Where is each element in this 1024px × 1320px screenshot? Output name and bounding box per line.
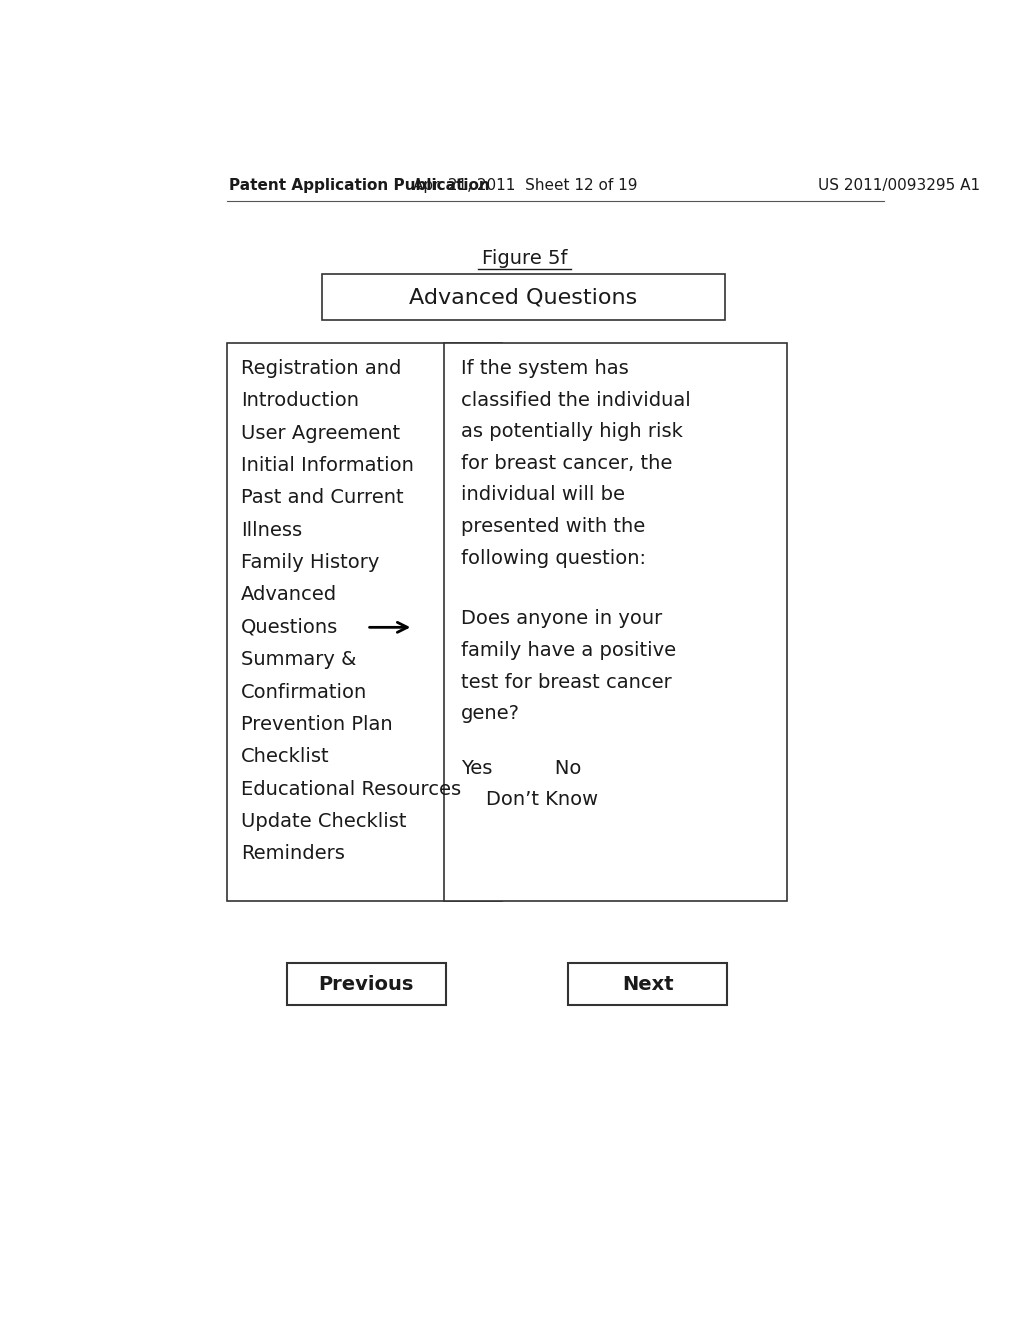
FancyBboxPatch shape bbox=[322, 275, 725, 321]
Text: Advanced Questions: Advanced Questions bbox=[410, 286, 637, 308]
Text: Summary &: Summary & bbox=[241, 651, 356, 669]
Text: US 2011/0093295 A1: US 2011/0093295 A1 bbox=[818, 178, 980, 193]
Text: Educational Resources: Educational Resources bbox=[241, 780, 461, 799]
Text: Does anyone in your: Does anyone in your bbox=[461, 610, 663, 628]
Text: Registration and: Registration and bbox=[241, 359, 401, 378]
Text: Figure 5f: Figure 5f bbox=[482, 249, 567, 268]
FancyBboxPatch shape bbox=[287, 964, 445, 1006]
FancyBboxPatch shape bbox=[227, 343, 503, 902]
Text: Introduction: Introduction bbox=[241, 392, 359, 411]
Text: Confirmation: Confirmation bbox=[241, 682, 368, 701]
Text: gene?: gene? bbox=[461, 704, 520, 723]
Text: Previous: Previous bbox=[318, 974, 414, 994]
Text: Checklist: Checklist bbox=[241, 747, 330, 766]
Text: Next: Next bbox=[622, 974, 674, 994]
Text: If the system has: If the system has bbox=[461, 359, 629, 378]
Text: Past and Current: Past and Current bbox=[241, 488, 403, 507]
Text: Family History: Family History bbox=[241, 553, 380, 572]
Text: presented with the: presented with the bbox=[461, 517, 645, 536]
Text: Yes          No: Yes No bbox=[461, 759, 582, 777]
Text: Advanced: Advanced bbox=[241, 586, 337, 605]
FancyBboxPatch shape bbox=[568, 964, 727, 1006]
Text: family have a positive: family have a positive bbox=[461, 642, 677, 660]
Text: Reminders: Reminders bbox=[241, 845, 345, 863]
Text: Update Checklist: Update Checklist bbox=[241, 812, 407, 830]
Text: test for breast cancer: test for breast cancer bbox=[461, 672, 672, 692]
Text: Apr. 21, 2011  Sheet 12 of 19: Apr. 21, 2011 Sheet 12 of 19 bbox=[413, 178, 637, 193]
Text: classified the individual: classified the individual bbox=[461, 391, 691, 409]
Text: individual will be: individual will be bbox=[461, 486, 626, 504]
Text: following question:: following question: bbox=[461, 549, 646, 568]
Text: for breast cancer, the: for breast cancer, the bbox=[461, 454, 673, 473]
Text: Don’t Know: Don’t Know bbox=[461, 791, 598, 809]
Text: as potentially high risk: as potentially high risk bbox=[461, 422, 683, 441]
Text: Initial Information: Initial Information bbox=[241, 457, 414, 475]
Text: Questions: Questions bbox=[241, 618, 338, 636]
FancyBboxPatch shape bbox=[444, 343, 786, 902]
Text: Illness: Illness bbox=[241, 521, 302, 540]
Text: User Agreement: User Agreement bbox=[241, 424, 400, 442]
Text: Prevention Plan: Prevention Plan bbox=[241, 715, 393, 734]
Text: Patent Application Publication: Patent Application Publication bbox=[228, 178, 489, 193]
